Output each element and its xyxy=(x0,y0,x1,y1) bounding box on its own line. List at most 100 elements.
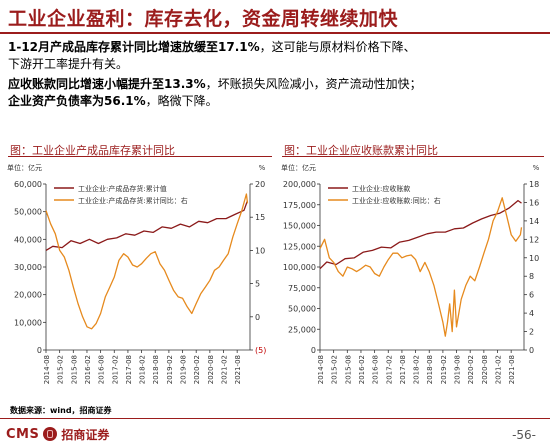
series-line-level xyxy=(45,200,249,251)
right-tick-label: 0 xyxy=(255,313,260,322)
left-tick-label: 75,000 xyxy=(288,284,316,293)
logo-text: CMS xyxy=(6,426,40,442)
right-tick-label: 12 xyxy=(529,235,539,244)
series-line-yoy xyxy=(319,197,523,337)
logo-mark-icon xyxy=(43,427,58,441)
right-tick-label: 20 xyxy=(255,180,265,189)
x-tick-label: 2021-08 xyxy=(234,355,242,384)
x-tick-label: 2015-02 xyxy=(331,355,339,384)
x-tick-label: 2017-02 xyxy=(385,355,393,384)
left-tick-label: 20,000 xyxy=(14,291,42,300)
right-tick-label: 5 xyxy=(255,280,260,289)
x-tick-label: 2018-08 xyxy=(152,355,160,384)
x-tick-label: 2017-02 xyxy=(111,355,119,384)
left-tick-label: 25,000 xyxy=(288,325,316,334)
right-tick-label: 2 xyxy=(529,328,534,337)
x-tick-label: 2017-08 xyxy=(399,355,407,384)
left-tick-label: 200,000 xyxy=(283,180,316,189)
legend-label: 工业企业:应收账款:同比：右 xyxy=(352,196,441,205)
data-source: 数据来源：wind，招商证券 xyxy=(10,406,112,415)
bullet-text: 企业资产负债率为 xyxy=(8,94,105,108)
page-number: -56- xyxy=(512,428,536,442)
x-tick-label: 2015-08 xyxy=(70,355,78,384)
x-tick-label: 2019-08 xyxy=(454,355,462,384)
x-tick-label: 2020-08 xyxy=(481,355,489,384)
title-divider xyxy=(0,32,550,34)
right-tick-label: 6 xyxy=(529,291,534,300)
bullet-text: ，坏账损失风险减小，资产流动性加快； xyxy=(205,77,422,91)
right-axis-unit: % xyxy=(533,164,540,172)
left-tick-label: 0 xyxy=(311,346,316,355)
bullet-text: 应收账款同比增速小幅提升至 xyxy=(8,77,165,91)
x-tick-label: 2014-08 xyxy=(317,355,325,384)
chart-title-inventory: 图：工业企业产成品库存累计同比 xyxy=(10,144,175,157)
series-line-yoy xyxy=(45,193,249,330)
left-tick-label: 125,000 xyxy=(283,242,316,251)
bullet-value: 56.1% xyxy=(104,94,146,108)
chart-title-receivables: 图：工业企业应收账款累计同比 xyxy=(284,144,438,157)
x-tick-label: 2014-08 xyxy=(43,355,51,384)
left-axis-unit: 单位：亿元 xyxy=(7,163,42,172)
slide-title: 工业企业盈利：库存去化，资金周转继续加快 xyxy=(8,8,399,30)
left-tick-label: 175,000 xyxy=(283,201,316,210)
bullet-receivables: 应收账款同比增速小幅提升至13.3%，坏账损失风险减小，资产流动性加快； xyxy=(8,76,422,93)
bullet-inventory: 1-12月产成品库存累计同比增速放缓至17.1%，这可能与原材料价格下降、 xyxy=(8,39,416,56)
x-tick-label: 2020-02 xyxy=(467,355,475,384)
right-tick-label: 18 xyxy=(529,180,539,189)
left-tick-label: 50,000 xyxy=(288,305,316,314)
bullet-text: ，这可能与原材料价格下降、 xyxy=(259,40,416,54)
x-tick-label: 2018-02 xyxy=(139,355,147,384)
chart-title-divider xyxy=(8,156,272,157)
x-tick-label: 2018-02 xyxy=(413,355,421,384)
left-tick-label: 30,000 xyxy=(14,263,42,272)
legend-label: 工业企业:产成品存货:累计同比：右 xyxy=(78,196,188,205)
right-tick-label: (5) xyxy=(255,346,266,355)
x-tick-label: 2018-08 xyxy=(426,355,434,384)
x-tick-label: 2020-02 xyxy=(193,355,201,384)
left-tick-label: 100,000 xyxy=(283,263,316,272)
bullet-value: 13.3% xyxy=(164,77,206,91)
x-tick-label: 2021-08 xyxy=(508,355,516,384)
left-tick-label: 60,000 xyxy=(14,180,42,189)
left-tick-label: 40,000 xyxy=(14,235,42,244)
x-tick-label: 2015-02 xyxy=(57,355,65,384)
logo-company-name: 招商证券 xyxy=(61,427,110,442)
bullet-text: 1-12月产成品库存累计同比增速放缓至 xyxy=(8,40,219,54)
right-tick-label: 0 xyxy=(529,346,534,355)
bullet-debt-ratio: 企业资产负债率为56.1%，略微下降。 xyxy=(8,93,218,110)
x-tick-label: 2021-02 xyxy=(495,355,503,384)
left-tick-label: 10,000 xyxy=(14,318,42,327)
x-tick-label: 2016-02 xyxy=(358,355,366,384)
right-axis-unit: % xyxy=(259,164,266,172)
company-logo: CMS 招商证券 xyxy=(6,425,109,443)
x-tick-label: 2016-08 xyxy=(98,355,106,384)
left-axis-unit: 单位：亿元 xyxy=(281,163,316,172)
x-tick-label: 2017-08 xyxy=(125,355,133,384)
bullet-text: 下游开工率提升有关。 xyxy=(8,57,129,71)
left-tick-label: 50,000 xyxy=(14,208,42,217)
x-tick-label: 2019-02 xyxy=(166,355,174,384)
legend-label: 工业企业:应收账款 xyxy=(352,184,410,193)
x-tick-label: 2019-08 xyxy=(180,355,188,384)
chart-title-divider xyxy=(282,156,544,157)
legend-label: 工业企业:产成品存货:累计值 xyxy=(78,184,167,193)
right-tick-label: 10 xyxy=(255,246,265,255)
series-line-level xyxy=(319,199,522,270)
x-tick-label: 2016-08 xyxy=(372,355,380,384)
right-tick-label: 10 xyxy=(529,254,539,263)
x-tick-label: 2019-02 xyxy=(440,355,448,384)
receivables-chart: 单位：亿元 % 0 25,000 50,000 75,000 100,000 125,000 1… xyxy=(281,163,540,384)
right-tick-label: 14 xyxy=(529,217,539,226)
x-tick-label: 2015-08 xyxy=(344,355,352,384)
x-tick-label: 2020-08 xyxy=(207,355,215,384)
x-tick-label: 2021-02 xyxy=(221,355,229,384)
right-tick-label: 8 xyxy=(529,272,534,281)
bullet-text: ，略微下降。 xyxy=(145,94,218,108)
inventory-chart: 单位：亿元 % 0 10,000 20,000 30,000 40,000 50,000 60,… xyxy=(7,163,266,384)
x-tick-label: 2016-02 xyxy=(84,355,92,384)
bullet-inventory-cont: 下游开工率提升有关。 xyxy=(8,56,128,73)
bullet-value: 17.1% xyxy=(218,40,260,54)
right-tick-label: 4 xyxy=(529,309,534,318)
right-tick-label: 16 xyxy=(529,198,539,207)
footer-divider xyxy=(0,418,550,419)
